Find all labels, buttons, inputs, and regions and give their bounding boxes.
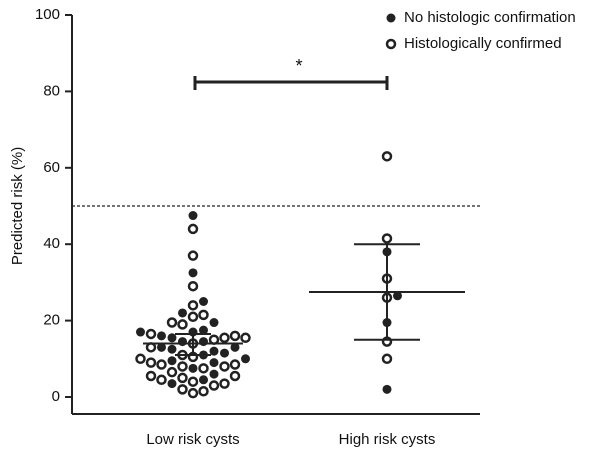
point xyxy=(157,342,166,352)
point xyxy=(229,370,241,382)
point xyxy=(167,356,177,366)
point xyxy=(381,151,393,162)
legend-marker xyxy=(386,13,396,23)
y-tick-label: 0 xyxy=(52,388,60,405)
point xyxy=(208,380,220,391)
point xyxy=(187,280,199,292)
y-tick-label: 40 xyxy=(43,235,60,252)
y-tick-label: 60 xyxy=(43,159,60,176)
point xyxy=(167,379,177,389)
point xyxy=(187,223,199,235)
x-tick-label: High risk cysts xyxy=(339,431,436,448)
point xyxy=(199,297,208,306)
point xyxy=(166,317,178,328)
point xyxy=(145,328,157,340)
point xyxy=(167,344,177,354)
point xyxy=(241,354,250,364)
point xyxy=(198,363,209,374)
point xyxy=(187,311,199,323)
point xyxy=(157,331,166,341)
point xyxy=(219,332,230,344)
point xyxy=(229,330,241,342)
point xyxy=(199,325,208,335)
point xyxy=(156,359,167,370)
point xyxy=(381,353,393,365)
point xyxy=(187,387,199,399)
point xyxy=(166,366,178,378)
x-tick-label: Low risk cysts xyxy=(146,431,239,448)
point xyxy=(230,342,240,352)
point xyxy=(178,337,187,347)
point xyxy=(219,361,230,372)
point xyxy=(188,363,198,373)
point xyxy=(187,376,199,387)
point xyxy=(178,308,187,318)
y-tick-label: 20 xyxy=(43,312,60,329)
point xyxy=(177,361,188,372)
point xyxy=(177,372,188,384)
point xyxy=(177,384,188,395)
point xyxy=(209,358,219,368)
point xyxy=(145,342,157,353)
y-axis-label: Predicted risk (%) xyxy=(9,147,26,265)
point xyxy=(220,348,229,358)
point xyxy=(229,359,241,370)
point xyxy=(382,384,392,394)
point xyxy=(209,318,219,328)
point xyxy=(188,268,198,278)
point xyxy=(393,291,402,301)
point xyxy=(188,211,198,221)
point xyxy=(177,319,188,330)
point xyxy=(219,378,230,389)
point xyxy=(156,374,167,386)
point xyxy=(199,337,208,347)
point xyxy=(381,233,393,244)
point xyxy=(208,334,220,345)
significance-label: * xyxy=(295,56,302,76)
point xyxy=(240,332,251,344)
point xyxy=(209,346,219,356)
point xyxy=(145,370,157,382)
point xyxy=(187,250,199,261)
point xyxy=(145,357,157,368)
point xyxy=(198,386,209,397)
legend-label: No histologic confirmation xyxy=(404,9,576,26)
point xyxy=(136,327,145,337)
point xyxy=(167,333,177,343)
y-tick-label: 80 xyxy=(43,82,60,99)
point xyxy=(187,300,199,311)
point xyxy=(135,353,146,365)
point xyxy=(199,375,208,385)
point xyxy=(209,369,219,379)
legend-marker xyxy=(385,38,397,50)
y-tick-label: 100 xyxy=(35,6,60,23)
point xyxy=(198,309,209,321)
legend-label: Histologically confirmed xyxy=(404,35,562,52)
